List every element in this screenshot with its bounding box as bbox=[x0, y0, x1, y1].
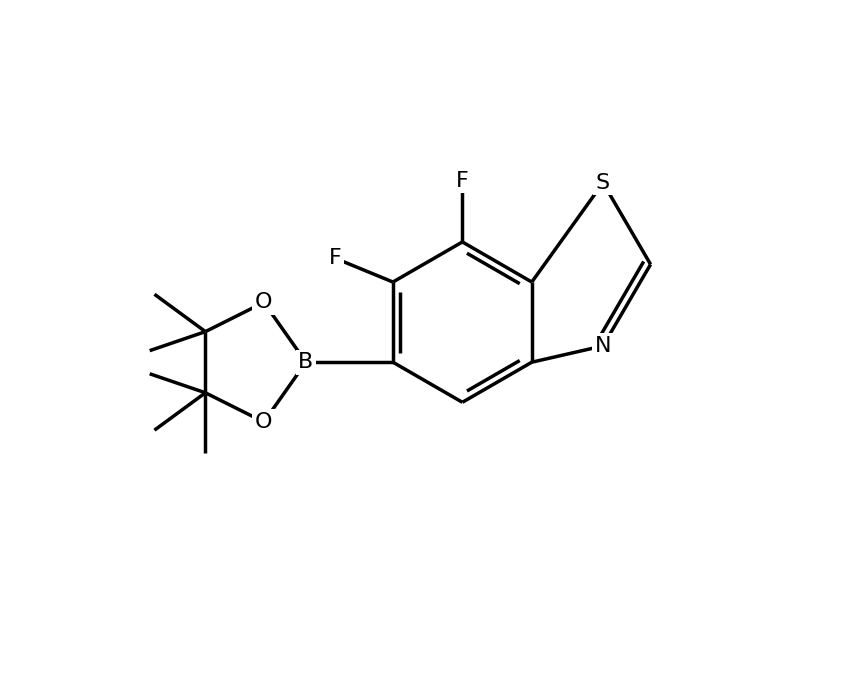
Text: F: F bbox=[329, 248, 342, 269]
Text: B: B bbox=[298, 352, 314, 372]
Text: O: O bbox=[255, 292, 273, 312]
Text: S: S bbox=[596, 173, 610, 193]
Text: F: F bbox=[456, 171, 468, 191]
Text: O: O bbox=[255, 412, 273, 432]
Text: N: N bbox=[595, 336, 611, 356]
